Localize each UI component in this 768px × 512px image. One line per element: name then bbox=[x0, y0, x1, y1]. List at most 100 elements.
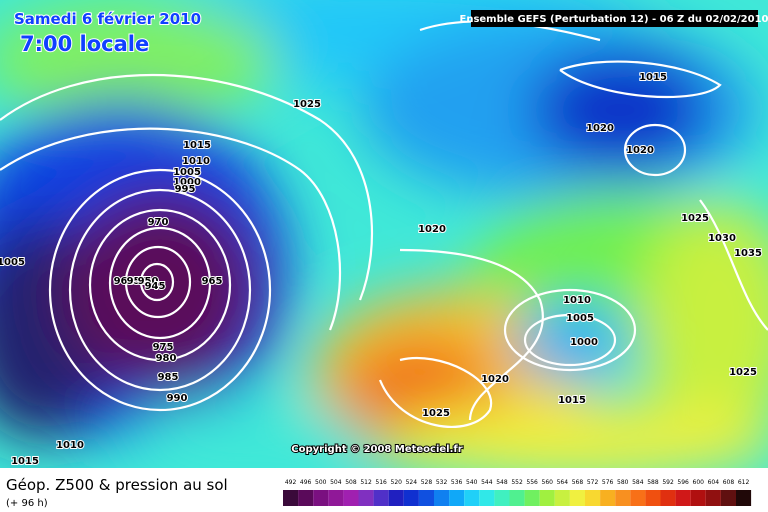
isobar-label: 1020 bbox=[481, 374, 509, 385]
isobar-label: 1000 bbox=[173, 177, 201, 188]
scale-label: 512 bbox=[360, 479, 372, 486]
scale-swatch bbox=[494, 490, 510, 506]
scale-swatch bbox=[298, 490, 314, 506]
scale-label: 536 bbox=[451, 479, 463, 486]
scale-label: 548 bbox=[496, 479, 508, 486]
scale-label: 584 bbox=[632, 479, 644, 486]
scale-swatch bbox=[343, 490, 359, 506]
scale-label: 572 bbox=[587, 479, 599, 486]
scale-label: 520 bbox=[391, 479, 403, 486]
scale-label: 524 bbox=[406, 479, 418, 486]
isobar-label: 970 bbox=[148, 217, 169, 228]
scale-label: 544 bbox=[481, 479, 493, 486]
isobar-label: 965 bbox=[202, 276, 223, 287]
scale-swatch bbox=[720, 490, 736, 506]
scale-swatch bbox=[403, 490, 419, 506]
scale-label: 604 bbox=[708, 479, 720, 486]
scale-swatch bbox=[736, 490, 752, 506]
isobar-label: 1025 bbox=[293, 99, 321, 110]
scale-swatch bbox=[705, 490, 721, 506]
isobar-label: 960 bbox=[114, 276, 135, 287]
isobar-label: 1025 bbox=[422, 408, 450, 419]
isobar-label: 1005 bbox=[173, 167, 201, 178]
isobar-label: 995 bbox=[175, 184, 196, 195]
isobar-label: 990 bbox=[167, 393, 188, 404]
isobar-label: 1025 bbox=[681, 213, 709, 224]
scale-swatch bbox=[373, 490, 389, 506]
scale-swatch bbox=[388, 490, 404, 506]
isobar-label: 1005 bbox=[0, 257, 25, 268]
isobar-label: 950 bbox=[138, 276, 159, 287]
scale-label: 564 bbox=[557, 479, 569, 486]
isobar-label: 1030 bbox=[708, 233, 736, 244]
isobar-label: 1015 bbox=[11, 456, 39, 467]
scale-swatch bbox=[645, 490, 661, 506]
scale-label: 508 bbox=[345, 479, 357, 486]
isobar-lines bbox=[0, 20, 768, 428]
scale-label: 596 bbox=[677, 479, 689, 486]
scale-label: 560 bbox=[542, 479, 554, 486]
run-info: Ensemble GEFS (Perturbation 12) - 06 Z d… bbox=[460, 14, 768, 25]
scale-label: 516 bbox=[375, 479, 387, 486]
scale-label: 496 bbox=[300, 479, 312, 486]
scale-label: 588 bbox=[647, 479, 659, 486]
scale-swatch bbox=[615, 490, 631, 506]
scale-swatch bbox=[660, 490, 676, 506]
scale-label: 556 bbox=[526, 479, 538, 486]
scale-swatch bbox=[479, 490, 495, 506]
isobar-label: 1010 bbox=[563, 295, 591, 306]
scale-swatch bbox=[358, 490, 374, 506]
scale-swatch bbox=[600, 490, 616, 506]
isobar-label: 1000 bbox=[570, 337, 598, 348]
legend-title: Géop. Z500 & pression au sol bbox=[6, 476, 228, 494]
scale-label: 532 bbox=[436, 479, 448, 486]
scale-label: 504 bbox=[330, 479, 342, 486]
scale-swatch bbox=[283, 490, 299, 506]
isobar-label: 975 bbox=[153, 342, 174, 353]
scale-swatch bbox=[554, 490, 570, 506]
isobar-label: 1020 bbox=[586, 123, 614, 134]
isobar-label: 1020 bbox=[626, 145, 654, 156]
isobar-label: 1020 bbox=[418, 224, 446, 235]
isobar-label: 1025 bbox=[729, 367, 757, 378]
isobar-label: 945 bbox=[145, 281, 166, 292]
isobar-label: 1015 bbox=[639, 72, 667, 83]
isobar-label: 980 bbox=[156, 353, 177, 364]
scale-swatch bbox=[328, 490, 344, 506]
isobar-label: 1015 bbox=[558, 395, 586, 406]
scale-label: 576 bbox=[602, 479, 614, 486]
color-scale: 492 496 500 504 508 512 516 520 524 528 532 536 540 5… bbox=[283, 479, 752, 506]
scale-swatch bbox=[569, 490, 585, 506]
scale-label: 552 bbox=[511, 479, 523, 486]
scale-swatch bbox=[539, 490, 555, 506]
scale-label: 592 bbox=[662, 479, 674, 486]
isobar-labels: 1025101510101005100099597010059659609559… bbox=[0, 71, 763, 468]
header-box bbox=[471, 10, 758, 27]
time: 7:00 locale bbox=[20, 32, 149, 56]
lead-time: (+ 96 h) bbox=[6, 498, 48, 509]
date: Samedi 6 février 2010 bbox=[14, 10, 201, 28]
scale-label: 528 bbox=[421, 479, 433, 486]
isobar-label: 1010 bbox=[56, 440, 84, 451]
copyright: Copyright © 2008 Meteociel.fr bbox=[291, 444, 462, 455]
scale-swatch bbox=[434, 490, 450, 506]
scale-swatch bbox=[418, 490, 434, 506]
isobar-label: 955 bbox=[127, 276, 148, 287]
scale-swatch bbox=[313, 490, 329, 506]
isobar-label: 985 bbox=[158, 372, 179, 383]
isobar-label: 1035 bbox=[734, 248, 762, 259]
scale-label: 540 bbox=[466, 479, 478, 486]
scale-swatch bbox=[449, 490, 465, 506]
scale-swatch bbox=[585, 490, 601, 506]
scale-label: 492 bbox=[285, 479, 297, 486]
scale-swatch bbox=[524, 490, 540, 506]
scale-swatch bbox=[630, 490, 646, 506]
scale-label: 568 bbox=[572, 479, 584, 486]
scale-label: 580 bbox=[617, 479, 629, 486]
scale-swatch bbox=[464, 490, 480, 506]
scale-label: 500 bbox=[315, 479, 327, 486]
scale-swatch bbox=[675, 490, 691, 506]
isobar-label: 1005 bbox=[566, 313, 594, 324]
map-field bbox=[0, 0, 768, 468]
